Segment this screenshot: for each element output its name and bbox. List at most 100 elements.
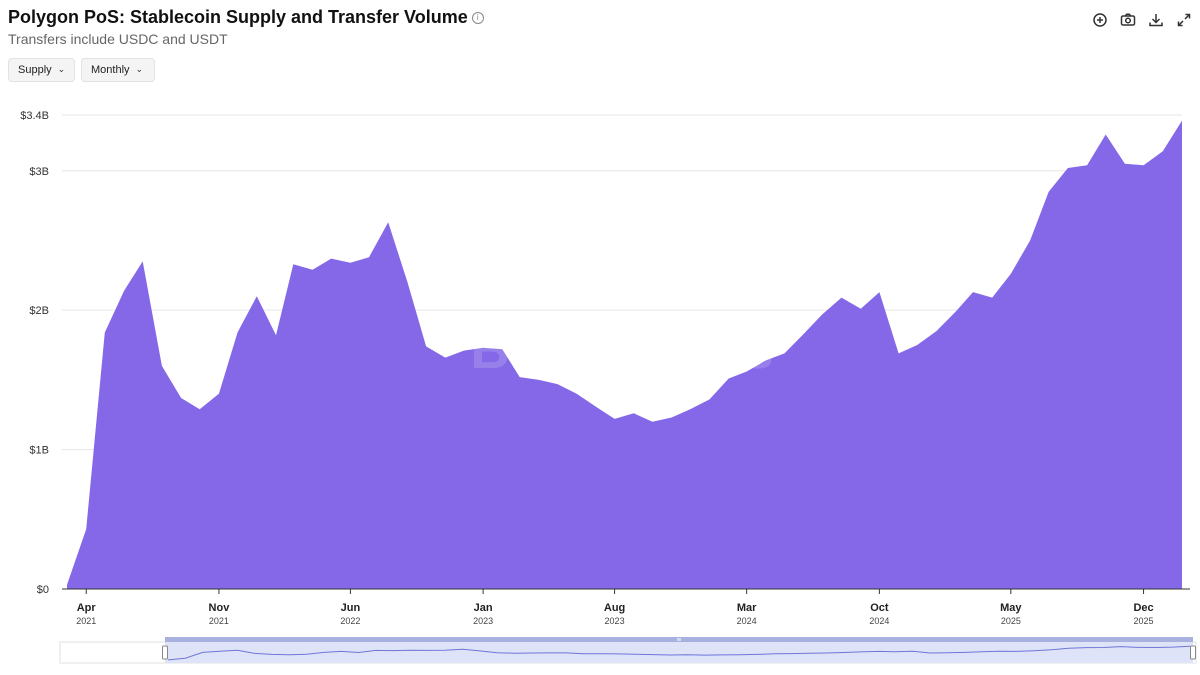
data-point[interactable] — [686, 405, 694, 413]
data-point[interactable] — [932, 327, 940, 335]
data-point[interactable] — [1121, 160, 1129, 168]
data-point[interactable] — [309, 266, 317, 274]
x-tick-month: May — [1000, 602, 1022, 614]
info-icon[interactable]: i — [471, 11, 484, 24]
metric-dropdown[interactable]: Supply ⌄ — [8, 58, 75, 82]
data-point[interactable] — [82, 525, 90, 533]
supply-area[interactable] — [67, 120, 1182, 589]
data-point[interactable] — [215, 390, 223, 398]
data-point[interactable] — [346, 259, 354, 267]
data-point[interactable] — [706, 395, 714, 403]
x-tick-month: Dec — [1133, 602, 1153, 614]
data-point[interactable] — [648, 418, 656, 426]
x-tick-month: Aug — [604, 602, 625, 614]
data-point[interactable] — [196, 405, 204, 413]
x-tick-year: 2025 — [1001, 616, 1021, 626]
data-point[interactable] — [177, 394, 185, 402]
data-point[interactable] — [969, 288, 977, 296]
data-point[interactable] — [460, 347, 468, 355]
x-tick-year: 2021 — [209, 616, 229, 626]
navigator-scroll-bar[interactable] — [165, 637, 1193, 642]
data-point[interactable] — [591, 402, 599, 410]
data-point[interactable] — [365, 253, 373, 261]
y-tick-label: $3B — [29, 166, 49, 178]
data-point[interactable] — [800, 330, 808, 338]
data-point[interactable] — [63, 581, 71, 589]
data-point[interactable] — [1102, 131, 1110, 139]
x-tick-year: 2024 — [737, 616, 757, 626]
data-point[interactable] — [781, 349, 789, 357]
camera-icon[interactable] — [1119, 11, 1137, 29]
data-point[interactable] — [1159, 147, 1167, 155]
data-point[interactable] — [1178, 117, 1186, 125]
data-point[interactable] — [1045, 188, 1053, 196]
x-tick-year: 2023 — [605, 616, 625, 626]
data-point[interactable] — [554, 380, 562, 388]
data-point[interactable] — [611, 415, 619, 423]
data-point[interactable] — [1083, 161, 1091, 169]
data-point[interactable] — [988, 294, 996, 302]
chart-title: Polygon PoS: Stablecoin Supply and Trans… — [8, 7, 484, 28]
data-point[interactable] — [838, 294, 846, 302]
x-tick-month: Jan — [474, 602, 493, 614]
chevron-down-icon: ⌄ — [57, 65, 66, 75]
data-point[interactable] — [1140, 161, 1148, 169]
data-point[interactable] — [253, 292, 261, 300]
data-point[interactable] — [289, 260, 297, 268]
data-point[interactable] — [668, 414, 676, 422]
data-point[interactable] — [1064, 164, 1072, 172]
data-point[interactable] — [139, 257, 147, 265]
data-point[interactable] — [384, 218, 392, 226]
data-point[interactable] — [158, 362, 166, 370]
x-tick-year: 2023 — [473, 616, 493, 626]
navigator-handle[interactable] — [1190, 645, 1196, 660]
data-point[interactable] — [818, 310, 826, 318]
data-point[interactable] — [272, 331, 280, 339]
y-tick-label: $0 — [37, 584, 49, 596]
data-point[interactable] — [913, 341, 921, 349]
chart-title-text: Polygon PoS: Stablecoin Supply and Trans… — [8, 7, 468, 27]
x-tick-month: Nov — [209, 602, 231, 614]
x-tick-month: Mar — [737, 602, 757, 614]
x-tick-month: Oct — [870, 602, 889, 614]
metric-dropdown-label: Supply — [18, 64, 52, 76]
data-point[interactable] — [404, 278, 412, 286]
x-tick-year: 2024 — [869, 616, 889, 626]
y-tick-label: $3.4B — [20, 110, 49, 122]
data-point[interactable] — [1007, 270, 1015, 278]
data-point[interactable] — [630, 409, 638, 417]
period-dropdown-label: Monthly — [91, 64, 130, 76]
x-tick-year: 2025 — [1134, 616, 1154, 626]
data-point[interactable] — [101, 329, 109, 337]
data-point[interactable] — [857, 305, 865, 313]
data-point[interactable] — [875, 288, 883, 296]
navigator — [59, 637, 1197, 664]
x-tick-month: Apr — [77, 602, 97, 614]
navigator-handle[interactable] — [162, 645, 168, 660]
download-icon[interactable] — [1147, 11, 1165, 29]
axes: $0 $1B $2B $3B $3.4B Apr 2021 Nov 2021 Jun 2022 Jan… — [20, 110, 1190, 626]
data-point[interactable] — [441, 354, 449, 362]
chevron-down-icon: ⌄ — [135, 65, 144, 75]
period-dropdown[interactable]: Monthly ⌄ — [81, 58, 155, 82]
expand-icon[interactable] — [1175, 11, 1193, 29]
data-point[interactable] — [234, 329, 242, 337]
data-point[interactable] — [120, 287, 128, 295]
x-tick-year: 2021 — [76, 616, 96, 626]
data-point[interactable] — [573, 390, 581, 398]
data-point[interactable] — [895, 349, 903, 357]
data-point[interactable] — [952, 308, 960, 316]
navigator-selection[interactable] — [165, 642, 1193, 663]
plot-area — [63, 117, 1186, 589]
navigator-series-line — [167, 645, 1191, 661]
x-tick-month: Jun — [341, 602, 361, 614]
data-point[interactable] — [327, 255, 335, 263]
watermark-text: Blockworks — [470, 320, 773, 380]
data-point[interactable] — [422, 342, 430, 350]
data-point[interactable] — [1026, 237, 1034, 245]
chart-subtitle: Transfers include USDC and USDT — [8, 31, 228, 47]
x-tick-year: 2022 — [340, 616, 360, 626]
plus-circle-icon[interactable] — [1091, 11, 1109, 29]
y-tick-label: $2B — [29, 305, 49, 317]
